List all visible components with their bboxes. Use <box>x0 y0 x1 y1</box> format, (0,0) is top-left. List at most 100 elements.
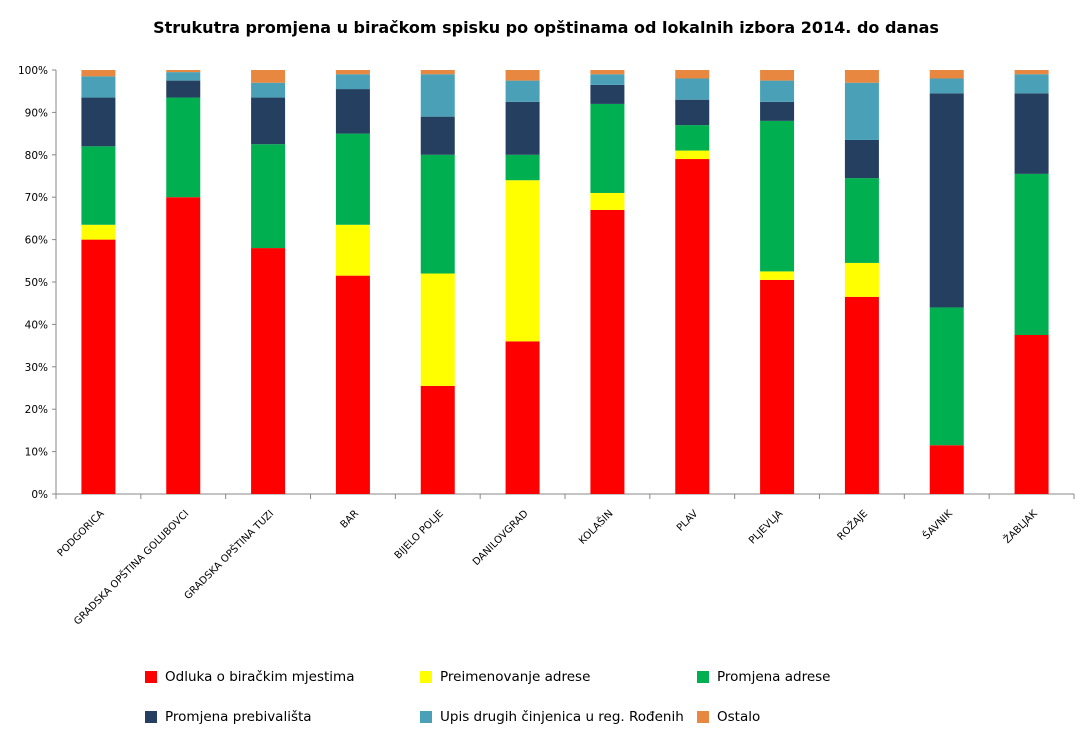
legend-item: Promjena prebivališta <box>145 709 312 725</box>
bar-stack <box>590 70 625 495</box>
bar-segment <box>590 84 625 104</box>
bar-segment <box>335 70 370 75</box>
bar-segment <box>166 72 201 81</box>
bar-stack <box>166 70 201 494</box>
bar-stack <box>420 70 455 494</box>
bar-segment <box>1014 173 1049 335</box>
bar-segment <box>760 101 795 121</box>
bar-segment <box>929 70 964 79</box>
x-tick-label: ROŽAJE <box>834 507 870 543</box>
bar-segment <box>166 80 201 98</box>
bar-segment <box>335 89 370 134</box>
bar-segment <box>760 120 795 272</box>
bar-segment <box>81 70 116 77</box>
bar-stack <box>844 70 879 494</box>
bar-segment <box>335 133 370 225</box>
y-tick-label: 70% <box>25 192 48 204</box>
legend-swatch <box>420 671 432 683</box>
bar-segment <box>166 197 201 494</box>
bar-segment <box>81 76 116 98</box>
bar-segment <box>505 180 540 342</box>
bar-segment <box>420 154 455 274</box>
legend-item: Preimenovanje adrese <box>420 669 590 685</box>
legend-swatch <box>145 711 157 723</box>
bar-stack <box>251 70 286 494</box>
bar-segment <box>505 341 540 494</box>
bar-segment <box>844 139 879 179</box>
legend-label: Promjena adrese <box>717 669 831 685</box>
bar-segment <box>760 271 795 280</box>
bar-segment <box>420 273 455 386</box>
y-tick-label: 10% <box>25 447 48 459</box>
legend-label: Ostalo <box>717 709 761 725</box>
bar-segment <box>590 209 625 495</box>
bar-segment <box>929 307 964 446</box>
bar-segment <box>166 97 201 198</box>
x-tick-label: BIJELO POLJE <box>393 508 446 561</box>
legend-label: Upis drugih činjenica u reg. Rođenih <box>440 709 684 725</box>
bar-segment <box>929 93 964 308</box>
bar-segment <box>251 248 286 494</box>
bar-segment <box>675 159 710 495</box>
bar-segment <box>335 224 370 276</box>
y-tick-label: 40% <box>25 319 48 331</box>
x-tick-label: PLJEVLJA <box>747 508 785 546</box>
bar-segment <box>251 144 286 249</box>
x-tick-label: BAR <box>339 508 361 530</box>
bar-segment <box>166 70 201 73</box>
y-tick-label: 90% <box>25 107 48 119</box>
bar-segment <box>675 78 710 100</box>
legend-item: Odluka o biračkim mjestima <box>145 669 354 685</box>
bar-segment <box>760 70 795 81</box>
bar-segment <box>1014 74 1049 94</box>
bar-segment <box>675 70 710 79</box>
legend-item: Ostalo <box>697 709 760 725</box>
y-tick-label: 100% <box>18 65 48 77</box>
bar-segment <box>251 82 286 98</box>
bar-stack <box>335 70 370 494</box>
y-tick-label: 0% <box>31 489 48 501</box>
x-tick-label: ŽABLJAK <box>1001 507 1040 546</box>
bar-segment <box>1014 93 1049 174</box>
bar-segment <box>505 70 540 81</box>
x-tick-label: PLAV <box>675 508 700 533</box>
legend-item: Promjena adrese <box>697 669 830 685</box>
bar-stack <box>675 70 710 495</box>
bar-segment <box>760 80 795 102</box>
bar-segment <box>420 116 455 155</box>
y-tick-label: 60% <box>25 235 48 247</box>
bar-segment <box>81 224 116 240</box>
bar-segment <box>1014 70 1049 75</box>
stacked-bar-chart: 0% 10% 20% 30% 40% 50% 60% 70% 80% 90% 100% PODGOR… <box>18 65 1075 628</box>
y-tick-label: 30% <box>25 362 48 374</box>
legend-label: Odluka o biračkim mjestima <box>165 669 355 685</box>
bar-segment <box>675 99 710 126</box>
bar-stack <box>505 70 540 494</box>
bar-segment <box>420 385 455 494</box>
bar-segment <box>844 262 879 297</box>
bar-segment <box>929 78 964 94</box>
bar-segment <box>844 82 879 140</box>
bar-segment <box>420 70 455 75</box>
legend-label: Promjena prebivališta <box>165 709 312 725</box>
bar-segment <box>844 70 879 83</box>
bar-segment <box>929 445 964 494</box>
bar-stack <box>929 70 964 494</box>
legend-swatch <box>697 671 709 683</box>
x-tick-label: PODGORICA <box>56 508 107 559</box>
bar-segment <box>675 125 710 151</box>
bar-segment <box>590 74 625 85</box>
chart-title: Strukutra promjena u biračkom spisku po … <box>153 18 939 37</box>
legend-label: Preimenovanje adrese <box>440 669 591 685</box>
y-tick-label: 80% <box>25 150 48 162</box>
bar-segment <box>81 239 116 494</box>
bar-segment <box>420 74 455 117</box>
x-tick-label: ŠAVNIK <box>920 507 955 542</box>
bar-segment <box>1014 335 1049 494</box>
bar-segment <box>590 70 625 75</box>
x-tick-label: GRADSKA OPŠTINA TUZI <box>181 507 276 602</box>
bar-segment <box>760 279 795 494</box>
legend-swatch <box>420 711 432 723</box>
legend-item: Upis drugih činjenica u reg. Rođenih <box>420 709 684 725</box>
